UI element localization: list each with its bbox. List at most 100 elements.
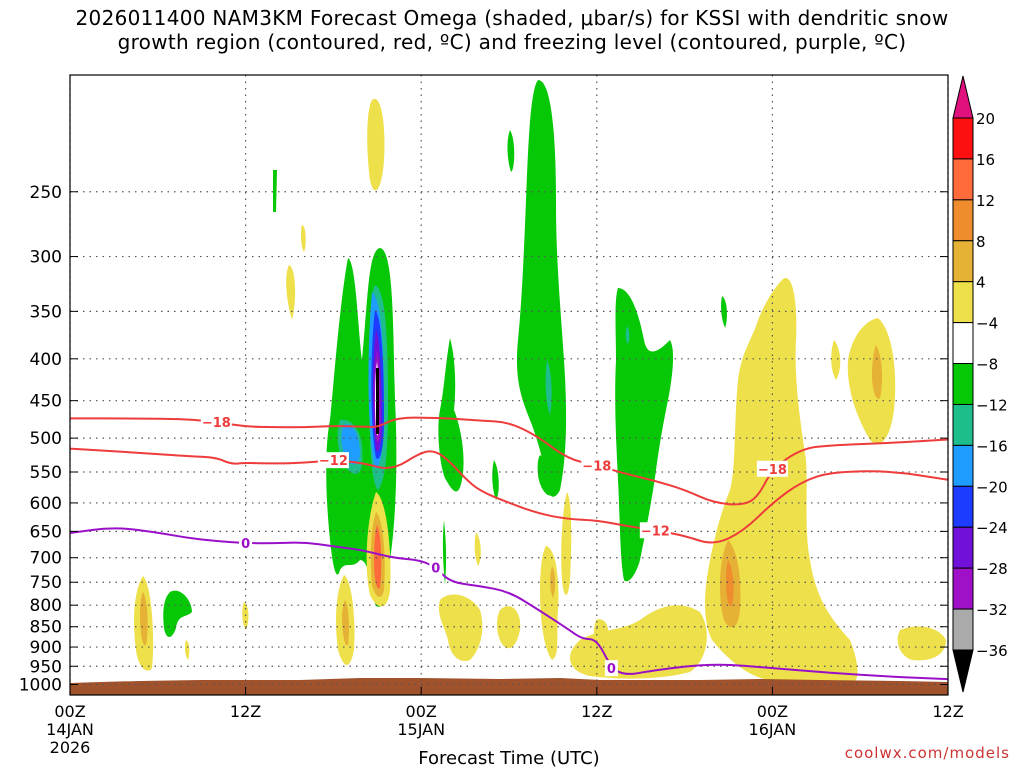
omega-blob [872, 345, 883, 399]
contour-label-bg [756, 460, 788, 477]
contour-label-bg [317, 452, 349, 469]
colorbar-label: 8 [976, 233, 986, 251]
contour-label: −18 [202, 416, 231, 431]
colorbar-bottom-arrow [952, 649, 974, 693]
y-tick-label: 800 [30, 596, 62, 616]
contour-label-bg [604, 660, 618, 677]
omega-blob [615, 288, 674, 582]
colorbar-label: −4 [976, 315, 998, 333]
omega-blob [184, 640, 190, 660]
omega-blob [593, 619, 609, 647]
omega-blob [286, 265, 296, 320]
contour-label: 0 [607, 662, 616, 677]
colorbar-label: −32 [976, 601, 1008, 619]
colorbar-label: −28 [976, 560, 1008, 578]
omega-shading [134, 80, 946, 684]
omega-blob [342, 600, 349, 646]
x-tick-date: 16JAN [749, 720, 797, 739]
omega-blob [474, 532, 481, 566]
colorbar-swatch [952, 526, 974, 569]
contour-label: −12 [319, 454, 348, 469]
colorbar-label: 20 [976, 110, 995, 128]
omega-blob [367, 98, 385, 191]
omega-blob [376, 368, 379, 434]
contour-lines: −18 −18 −18 −12 −12 0 0 0 [70, 414, 948, 681]
colorbar-label: −24 [976, 519, 1008, 537]
colorbar-swatch [952, 403, 974, 446]
colorbar-swatch [952, 567, 974, 610]
y-tick-label: 300 [30, 248, 62, 268]
omega-blob [705, 278, 858, 684]
y-tick-label: 900 [30, 638, 62, 658]
contour-label: −18 [582, 459, 611, 474]
title-line-1: 2026011400 NAM3KM Forecast Omega (shaded… [75, 6, 949, 30]
colorbar-label: −12 [976, 396, 1008, 414]
colorbar-label: 16 [976, 151, 995, 169]
x-tick-label: 00Z [757, 702, 788, 721]
y-tick-label: 350 [30, 302, 62, 322]
omega-blob [438, 338, 464, 492]
y-tick-label: 700 [30, 549, 62, 569]
colorbar-label: −16 [976, 437, 1008, 455]
omega-blob [550, 566, 556, 598]
omega-blob [897, 626, 946, 661]
ground-surface [70, 678, 948, 695]
colorbar-swatch [952, 322, 974, 365]
colorbar-swatch [952, 608, 974, 651]
colorbar-swatch [952, 444, 974, 487]
y-axis: 2503003504004505005506006507007508008509… [19, 183, 948, 695]
contour-label-bg [429, 559, 443, 576]
y-tick-label: 950 [30, 657, 62, 677]
colorbar-swatch [952, 240, 974, 283]
x-tick-label: 00Z [406, 702, 437, 721]
contour-label-bg [581, 457, 613, 474]
omega-blob [507, 130, 515, 172]
contour-label-bg [639, 522, 671, 539]
y-tick-label: 250 [30, 183, 62, 203]
omega-blob [569, 605, 707, 679]
colorbar-swatch [952, 485, 974, 528]
y-tick-label: 750 [30, 573, 62, 593]
contour-dgz-minus18 [70, 416, 948, 506]
omega-blob [721, 296, 727, 328]
y-tick-label: 550 [30, 463, 62, 483]
colorbar: 20 16 12 8 4 −4 −8 −12 −16 −20 −24 −28 −32 −36 [952, 75, 1008, 693]
contour-label-bg [200, 414, 232, 431]
omega-blob [273, 170, 277, 212]
omega-blob [438, 594, 483, 662]
colorbar-label: 4 [976, 274, 986, 292]
y-tick-label: 400 [30, 350, 62, 370]
omega-blob [497, 606, 521, 649]
x-tick-year: 2026 [50, 738, 91, 757]
omega-blob [847, 318, 896, 444]
colorbar-label: −8 [976, 356, 998, 374]
x-tick-label: 12Z [581, 702, 612, 721]
x-tick-label: 00Z [54, 702, 85, 721]
x-axis-label: Forecast Time (UTC) [418, 748, 599, 768]
colorbar-swatch [952, 363, 974, 405]
x-tick-label: 12Z [932, 702, 963, 721]
y-tick-label: 500 [30, 429, 62, 449]
colorbar-top-arrow [952, 75, 974, 119]
omega-blob [442, 520, 447, 585]
contour-label: 0 [431, 562, 440, 577]
x-tick-date: 14JAN [46, 720, 94, 739]
omega-blob [374, 525, 382, 589]
contour-dgz-minus12 [70, 447, 948, 544]
contour-label-bg [239, 535, 253, 552]
colorbar-swatch [952, 158, 974, 201]
colorbar-swatch [952, 199, 974, 242]
x-tick-date: 15JAN [397, 720, 445, 739]
omega-blob [831, 340, 841, 380]
contour-label: 0 [241, 537, 250, 552]
chart-title: 2026011400 NAM3KM Forecast Omega (shaded… [0, 6, 1024, 54]
y-tick-label: 650 [30, 522, 62, 542]
contour-freezing-level-0C [70, 527, 948, 681]
contour-label: −12 [641, 524, 670, 539]
plot-frame [69, 74, 949, 696]
omega-blob [300, 225, 306, 252]
y-tick-label: 450 [30, 392, 62, 412]
title-line-2: growth region (contoured, red, ºC) and f… [117, 30, 907, 54]
